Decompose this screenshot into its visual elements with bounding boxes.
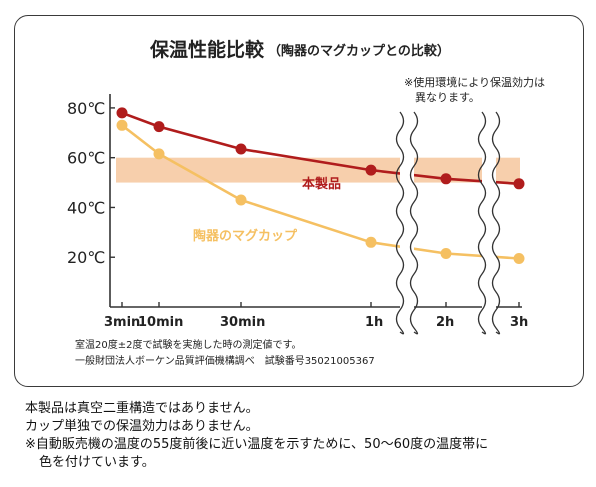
chart-title: 保温性能比較	[149, 38, 265, 61]
data-point-1	[365, 164, 377, 176]
y-tick-label: 80℃	[67, 99, 105, 118]
data-point-2	[153, 148, 165, 160]
data-point-1	[153, 121, 165, 133]
data-point-2	[513, 253, 525, 264]
data-point-2	[440, 248, 452, 259]
x-tick-label: 10min	[138, 315, 183, 330]
y-tick-label: 20℃	[67, 248, 105, 267]
data-point-1	[116, 107, 128, 119]
data-point-2	[365, 236, 377, 248]
data-point-1	[513, 178, 525, 190]
footnote-line-1: 室温20度±2度で試験を実施した時の測定値です。	[75, 338, 301, 351]
x-tick-label: 3min	[104, 315, 140, 330]
y-tick-label: 60℃	[67, 149, 105, 168]
usage-note-line-2: 異なります。	[415, 91, 480, 104]
data-point-2	[116, 119, 128, 131]
series-label-mug: 陶器のマグカップ	[193, 228, 298, 244]
data-point-1	[235, 143, 247, 155]
note-band-1: ※自動販売機の温度の55度前後に近い温度を示すために、50〜60度の温度帯に	[25, 437, 489, 452]
x-tick-label: 2h	[436, 315, 454, 330]
x-tick-label: 3h	[510, 315, 528, 330]
axis-break-line	[477, 111, 487, 335]
y-tick-label: 40℃	[67, 198, 105, 217]
x-tick-label: 1h	[365, 315, 383, 330]
axis-break-line	[395, 111, 405, 335]
series-line-1	[121, 111, 520, 186]
note-vacuum: 本製品は真空二重構造ではありません。	[25, 401, 259, 416]
axis-break-line	[491, 111, 501, 335]
x-tick-label: 30min	[220, 315, 265, 330]
note-band-2: 色を付けています。	[39, 455, 155, 470]
axis-break-line	[409, 111, 419, 335]
series-line-2	[121, 124, 520, 260]
axis-break-gap	[400, 112, 414, 332]
data-point-1	[440, 173, 452, 185]
usage-note-line-1: ※使用環境により保温効力は	[404, 75, 545, 89]
series-label-product: 本製品	[302, 176, 341, 192]
axis-break-gap	[482, 112, 496, 332]
footnote-line-2: 一般財団法人ボーケン品質評価機構調べ 試験番号35021005367	[75, 354, 375, 367]
note-cup-only: カップ単独での保温効力はありません。	[25, 419, 259, 434]
chart-subtitle: （陶器のマグカップとの比較）	[268, 43, 450, 59]
data-point-2	[235, 194, 247, 206]
